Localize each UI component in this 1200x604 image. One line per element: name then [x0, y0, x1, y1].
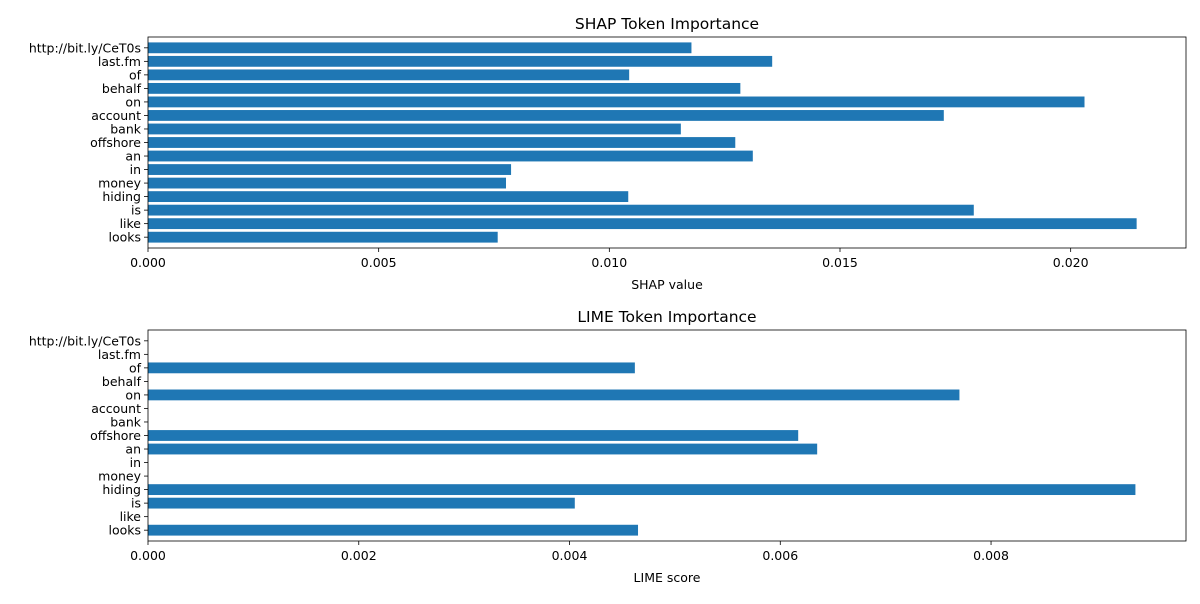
- bar-0-6: [148, 123, 681, 135]
- bar-0-8: [148, 150, 753, 162]
- bar-0-3: [148, 82, 741, 94]
- y-tick-label-1-4: on: [125, 387, 141, 402]
- chart-1: http://bit.ly/CeT0slast.fmofbehalfonacco…: [29, 308, 1187, 585]
- y-tick-label-0-7: offshore: [90, 135, 141, 150]
- y-tick-label-1-10: money: [98, 469, 141, 484]
- x-axis-label-1: LIME score: [634, 570, 701, 585]
- y-tick-label-0-9: in: [130, 162, 141, 177]
- y-tick-label-0-3: behalf: [102, 81, 142, 96]
- y-tick-label-1-8: an: [125, 442, 141, 457]
- y-tick-label-1-13: like: [120, 509, 142, 524]
- bar-1-4: [148, 389, 960, 401]
- axes-frame-0: [147, 36, 1187, 249]
- y-tick-label-0-0: http://bit.ly/CeT0s: [29, 40, 141, 55]
- chart-0: http://bit.ly/CeT0slast.fmofbehalfonacco…: [29, 15, 1187, 292]
- y-tick-label-1-7: offshore: [90, 428, 141, 443]
- y-tick-label-1-11: hiding: [102, 482, 141, 497]
- bar-1-14: [148, 524, 639, 536]
- x-tick-label-1-4: 0.008: [973, 548, 1009, 563]
- bar-0-9: [148, 164, 512, 175]
- bar-0-11: [148, 191, 629, 203]
- y-tick-label-1-12: is: [131, 496, 141, 511]
- bar-0-1: [148, 55, 773, 67]
- y-tick-label-0-4: on: [125, 94, 141, 109]
- bar-0-2: [148, 69, 630, 81]
- bar-0-0: [148, 42, 692, 54]
- y-tick-label-1-2: of: [129, 360, 142, 375]
- x-tick-label-0-3: 0.015: [822, 255, 858, 270]
- y-tick-label-0-1: last.fm: [98, 54, 141, 69]
- x-tick-label-0-2: 0.010: [591, 255, 627, 270]
- axes-frame-1: [147, 329, 1187, 542]
- y-tick-label-1-14: looks: [108, 523, 141, 538]
- bar-1-11: [148, 484, 1136, 496]
- x-tick-label-0-0: 0.000: [130, 255, 166, 270]
- y-tick-label-1-0: http://bit.ly/CeT0s: [29, 333, 141, 348]
- y-tick-label-1-3: behalf: [102, 374, 142, 389]
- x-tick-label-1-0: 0.000: [130, 548, 166, 563]
- bar-1-7: [148, 430, 799, 441]
- bar-0-5: [148, 110, 944, 121]
- x-tick-label-1-2: 0.004: [552, 548, 588, 563]
- y-tick-label-0-13: like: [120, 216, 142, 231]
- bar-0-12: [148, 204, 974, 216]
- bar-1-2: [148, 362, 635, 374]
- bar-0-14: [148, 231, 498, 243]
- bar-1-8: [148, 443, 818, 455]
- chart-title-1: LIME Token Importance: [577, 308, 756, 326]
- y-tick-label-1-6: bank: [110, 414, 142, 429]
- x-tick-label-0-1: 0.005: [361, 255, 397, 270]
- y-tick-label-1-9: in: [130, 455, 141, 470]
- bar-1-12: [148, 497, 575, 509]
- y-tick-label-0-6: bank: [110, 121, 142, 136]
- x-tick-label-1-3: 0.006: [762, 548, 798, 563]
- y-tick-label-1-1: last.fm: [98, 347, 141, 362]
- bar-0-10: [148, 177, 506, 189]
- y-tick-label-0-12: is: [131, 203, 141, 218]
- bar-0-13: [148, 218, 1137, 230]
- bar-0-4: [148, 96, 1085, 108]
- x-axis-label-0: SHAP value: [631, 277, 703, 292]
- x-tick-label-0-4: 0.020: [1053, 255, 1089, 270]
- y-tick-label-0-14: looks: [108, 230, 141, 245]
- y-tick-label-1-5: account: [91, 401, 141, 416]
- chart-title-0: SHAP Token Importance: [575, 15, 759, 33]
- y-tick-label-0-10: money: [98, 176, 141, 191]
- x-tick-label-1-1: 0.002: [341, 548, 377, 563]
- y-tick-label-0-8: an: [125, 149, 141, 164]
- y-tick-label-0-11: hiding: [102, 189, 141, 204]
- y-tick-label-0-2: of: [129, 67, 142, 82]
- y-tick-label-0-5: account: [91, 108, 141, 123]
- bar-0-7: [148, 137, 736, 148]
